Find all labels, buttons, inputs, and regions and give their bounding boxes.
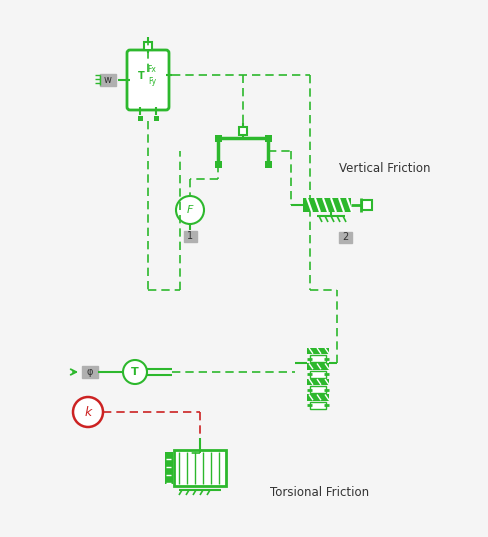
Text: Vertical Friction: Vertical Friction — [339, 162, 430, 175]
Bar — [82, 366, 98, 378]
Bar — [214, 134, 221, 142]
Bar — [153, 115, 158, 120]
Bar — [164, 452, 173, 484]
Bar — [306, 394, 328, 401]
Bar — [214, 161, 221, 168]
Bar — [306, 363, 328, 370]
Bar — [183, 230, 196, 242]
Text: φ: φ — [86, 367, 93, 377]
Bar — [306, 379, 328, 385]
Circle shape — [73, 397, 103, 427]
Text: T: T — [131, 367, 139, 377]
Bar — [264, 134, 271, 142]
FancyBboxPatch shape — [127, 50, 169, 110]
Text: k: k — [84, 405, 91, 418]
Text: 1: 1 — [186, 231, 193, 241]
Text: Fy: Fy — [148, 77, 156, 86]
Bar — [309, 371, 325, 378]
Text: 2: 2 — [341, 232, 347, 242]
Bar — [309, 355, 325, 362]
Bar — [174, 450, 225, 486]
Circle shape — [123, 360, 147, 384]
Text: Fx: Fx — [147, 66, 156, 75]
Text: Torsional Friction: Torsional Friction — [270, 485, 369, 498]
Bar — [239, 127, 246, 135]
Text: F: F — [186, 205, 193, 215]
Bar — [303, 198, 350, 212]
Bar — [338, 231, 351, 243]
Bar — [100, 74, 116, 86]
Bar — [361, 200, 371, 210]
Circle shape — [176, 196, 203, 224]
Bar — [143, 42, 152, 50]
Bar — [264, 161, 271, 168]
Text: w: w — [104, 75, 112, 85]
Bar — [137, 115, 142, 120]
Bar — [306, 347, 328, 354]
Text: T: T — [137, 71, 144, 81]
Bar — [309, 402, 325, 409]
Bar — [309, 386, 325, 393]
